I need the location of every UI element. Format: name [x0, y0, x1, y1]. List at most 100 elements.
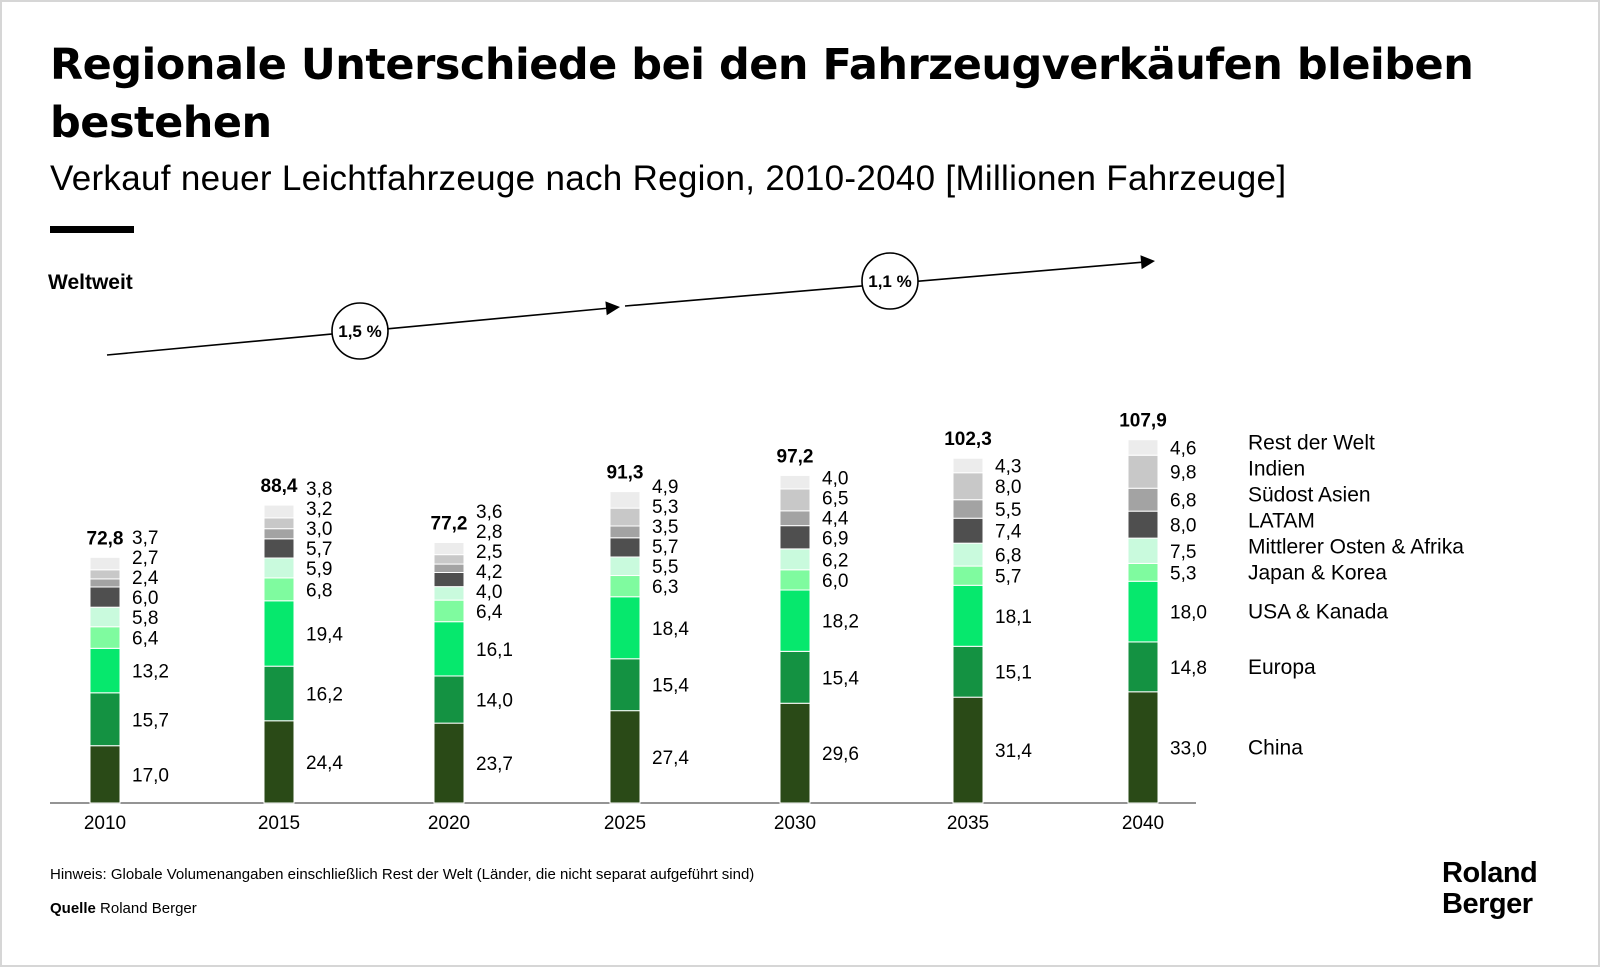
bar-segment-rest-der-welt-2020 [433, 541, 465, 556]
bar-segment-rest-der-welt-2030 [779, 474, 811, 490]
bar-segment-china-2025 [609, 710, 641, 804]
legend-china: China [1248, 736, 1303, 759]
bar-segment-indien-2035 [952, 472, 984, 501]
value-label-südost-asien-2015: 3,0 [306, 519, 332, 540]
bar-segment-südost-asien-2015 [263, 528, 295, 540]
bar-segment-usa-and-kanada-2035 [952, 584, 984, 647]
total-label-2010: 72,8 [87, 528, 124, 549]
legend-rest-der-welt: Rest der Welt [1248, 431, 1375, 454]
bar-segment-rest-der-welt-2040 [1127, 439, 1159, 456]
value-label-japan-and-korea-2040: 5,3 [1170, 563, 1196, 584]
bar-segment-mittlerer-osten-and-afrika-2010 [89, 606, 121, 628]
value-label-mittlerer-osten-and-afrika-2015: 5,9 [306, 559, 332, 580]
value-label-latam-2040: 8,0 [1170, 516, 1196, 537]
value-label-europa-2035: 15,1 [995, 663, 1032, 684]
value-label-china-2040: 33,0 [1170, 738, 1207, 759]
bar-segment-japan-and-korea-2015 [263, 577, 295, 602]
bar-segment-südost-asien-2030 [779, 510, 811, 527]
value-label-china-2020: 23,7 [476, 754, 513, 775]
bar-segment-mittlerer-osten-and-afrika-2040 [1127, 537, 1159, 564]
value-label-mittlerer-osten-and-afrika-2035: 6,8 [995, 546, 1021, 567]
value-label-indien-2030: 6,5 [822, 488, 848, 509]
value-label-südost-asien-2035: 5,5 [995, 500, 1021, 521]
bar-segment-latam-2010 [89, 586, 121, 608]
total-label-2030: 97,2 [777, 446, 814, 467]
bar-segment-china-2040 [1127, 691, 1159, 804]
value-label-china-2030: 29,6 [822, 744, 859, 765]
value-label-indien-2040: 9,8 [1170, 463, 1196, 484]
value-label-südost-asien-2040: 6,8 [1170, 491, 1196, 512]
bar-segment-indien-2025 [609, 507, 641, 527]
value-label-rest-der-welt-2040: 4,6 [1170, 438, 1196, 459]
value-label-japan-and-korea-2025: 6,3 [652, 577, 678, 598]
value-label-mittlerer-osten-and-afrika-2010: 5,8 [132, 608, 158, 629]
value-label-mittlerer-osten-and-afrika-2030: 6,2 [822, 550, 848, 571]
value-label-mittlerer-osten-and-afrika-2020: 4,0 [476, 582, 502, 603]
bar-segment-latam-2015 [263, 538, 295, 559]
growth-rate-circle-2 [861, 252, 919, 310]
value-label-latam-2030: 6,9 [822, 528, 848, 549]
bar-segment-japan-and-korea-2030 [779, 569, 811, 591]
x-tick-label-2040: 2040 [1122, 813, 1164, 834]
value-label-china-2010: 17,0 [132, 765, 169, 786]
bar-segment-indien-2030 [779, 488, 811, 512]
bar-segment-indien-2020 [433, 554, 465, 565]
value-label-europa-2010: 15,7 [132, 710, 169, 731]
legend-usa-and-kanada: USA & Kanada [1248, 601, 1388, 624]
bar-segment-japan-and-korea-2025 [609, 575, 641, 598]
legend-latam: LATAM [1248, 509, 1315, 532]
bar-segment-europa-2030 [779, 650, 811, 704]
bar-segment-südost-asien-2025 [609, 525, 641, 539]
footnote-hint: Hinweis: Globale Volumenangaben einschli… [50, 866, 755, 883]
bar-segment-südost-asien-2020 [433, 563, 465, 573]
value-label-usa-and-kanada-2025: 18,4 [652, 619, 689, 640]
total-label-2040: 107,9 [1119, 411, 1167, 432]
bar-segment-japan-and-korea-2010 [89, 626, 121, 649]
value-label-usa-and-kanada-2015: 19,4 [306, 624, 343, 645]
value-label-latam-2015: 5,7 [306, 539, 332, 560]
value-label-südost-asien-2020: 2,5 [476, 542, 502, 563]
bar-segment-usa-and-kanada-2015 [263, 600, 295, 667]
total-label-2035: 102,3 [944, 429, 992, 450]
bar-segment-japan-and-korea-2040 [1127, 562, 1159, 582]
source-label: Quelle [50, 900, 96, 917]
bar-segment-europa-2010 [89, 692, 121, 747]
x-tick-label-2020: 2020 [428, 813, 470, 834]
bar-segment-usa-and-kanada-2040 [1127, 580, 1159, 643]
x-tick-label-2035: 2035 [947, 813, 989, 834]
bar-segment-europa-2020 [433, 675, 465, 724]
value-label-latam-2010: 6,0 [132, 588, 158, 609]
value-label-japan-and-korea-2035: 5,7 [995, 567, 1021, 588]
legend-indien: Indien [1248, 457, 1305, 480]
value-label-usa-and-kanada-2010: 13,2 [132, 662, 169, 683]
value-label-china-2015: 24,4 [306, 753, 343, 774]
value-label-japan-and-korea-2015: 6,8 [306, 580, 332, 601]
logo-line-1: Roland [1442, 857, 1538, 889]
value-label-latam-2035: 7,4 [995, 522, 1022, 543]
bar-segment-indien-2040 [1127, 454, 1159, 489]
legend-mittlerer-osten-and-afrika: Mittlerer Osten & Afrika [1248, 535, 1464, 558]
value-label-usa-and-kanada-2030: 18,2 [822, 612, 859, 633]
page-subtitle: Verkauf neuer Leichtfahrzeuge nach Regio… [50, 159, 1287, 198]
bar-segment-südost-asien-2035 [952, 499, 984, 519]
value-label-südost-asien-2025: 3,5 [652, 517, 678, 538]
x-tick-label-2030: 2030 [774, 813, 816, 834]
bar-segment-mittlerer-osten-and-afrika-2030 [779, 548, 811, 571]
value-label-mittlerer-osten-and-afrika-2025: 5,5 [652, 557, 678, 578]
value-label-rest-der-welt-2035: 4,3 [995, 456, 1021, 477]
value-label-rest-der-welt-2015: 3,8 [306, 479, 332, 500]
bar-segment-indien-2015 [263, 517, 295, 530]
bar-segment-japan-and-korea-2020 [433, 599, 465, 623]
bar-segment-usa-and-kanada-2010 [89, 647, 121, 694]
legend-südost-asien: Südost Asien [1248, 483, 1371, 506]
bar-segment-usa-and-kanada-2025 [609, 596, 641, 660]
value-label-latam-2020: 4,2 [476, 562, 502, 583]
legend-europa: Europa [1248, 656, 1316, 679]
bar-segment-latam-2040 [1127, 510, 1159, 539]
bar-segment-usa-and-kanada-2030 [779, 589, 811, 652]
page-title: Regionale Unterschiede bei den Fahrzeugv… [50, 40, 1474, 148]
value-label-südost-asien-2010: 2,4 [132, 568, 159, 589]
growth-arrow-head-1 [605, 301, 620, 316]
value-label-europa-2030: 15,4 [822, 668, 859, 689]
